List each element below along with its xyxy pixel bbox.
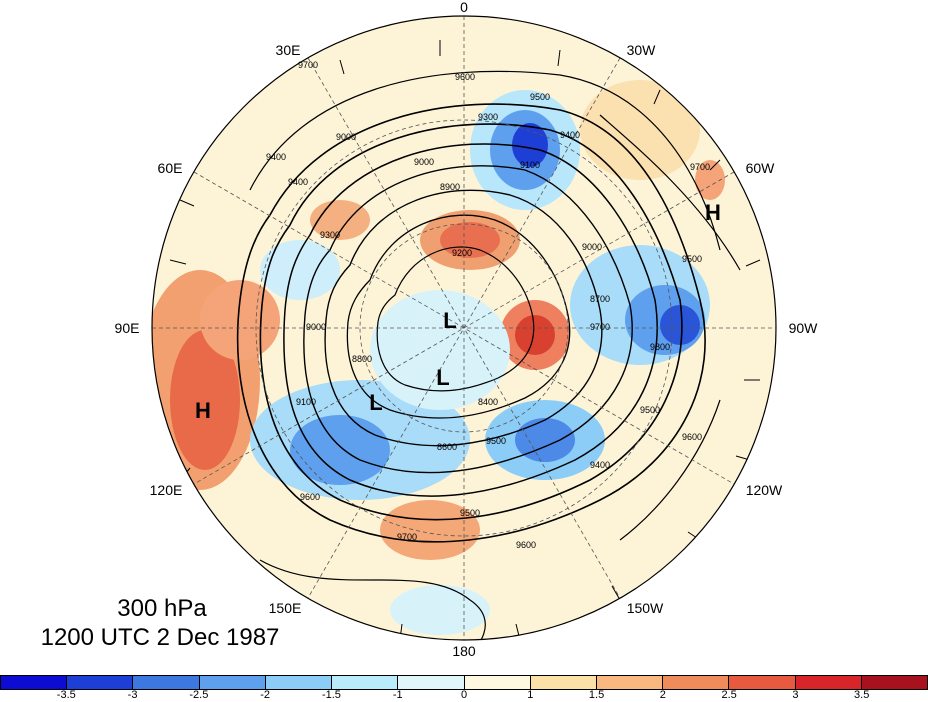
colorbar-tick-label: -2 (260, 689, 271, 701)
colorbar-tick-label: -2.5 (189, 689, 209, 701)
contour-label: 9700 (298, 60, 318, 70)
contour-label: 9600 (516, 540, 536, 550)
low-center-label: L (369, 390, 382, 415)
colorbar-tick-label: 1 (527, 689, 534, 701)
map-field (152, 16, 776, 640)
contour-label: 9200 (452, 248, 472, 258)
lon-label-30e: 30E (276, 42, 301, 58)
contour-label: 8700 (590, 294, 610, 304)
lon-label-150e: 150E (269, 600, 302, 616)
contour-label: 9800 (650, 342, 670, 352)
low-center-label: L (443, 308, 456, 333)
contour-label: 9500 (530, 92, 550, 102)
contour-label: 9000 (306, 322, 326, 332)
lon-label-90e: 90E (115, 320, 140, 336)
colorbar-segment (861, 676, 928, 689)
lon-label-90w: 90W (789, 320, 819, 336)
map-boundary (151, 15, 777, 641)
colorbar-tick-label: 2.5 (721, 689, 737, 701)
contour-label: 9100 (296, 397, 316, 407)
contour-label: 9000 (414, 157, 434, 167)
contour-label: 9700 (397, 532, 417, 542)
colorbar-segment (199, 676, 266, 689)
colorbar-segment (663, 676, 730, 689)
colorbar-tick-label: -3.5 (56, 689, 76, 701)
contour-label: 9400 (266, 152, 286, 162)
colorbar-segment (596, 676, 664, 689)
valid-time-title: 1200 UTC 2 Dec 1987 (40, 624, 280, 651)
contour-label: 9400 (590, 460, 610, 470)
contour-label: 8400 (478, 397, 498, 407)
height-contours (236, 70, 741, 640)
colorbar-segment (133, 676, 200, 689)
colorbar-segment (464, 676, 531, 689)
contour-label: 9500 (640, 405, 660, 415)
colorbar-tick-label: 1.5 (588, 689, 605, 701)
contour-label: 9700 (690, 162, 710, 172)
contour-label: 8900 (440, 182, 460, 192)
contour-label: 9400 (288, 177, 308, 187)
contour-label: 9500 (460, 508, 480, 518)
lon-label-150w: 150W (627, 600, 664, 616)
contour-labels: 9700 9600 9500 9400 9300 9100 9000 8900 … (266, 60, 710, 550)
contour-label: 8800 (352, 354, 372, 364)
colorbar-segment (795, 676, 862, 689)
high-center-label: H (705, 200, 721, 225)
contour-label: 9000 (336, 132, 356, 142)
pressure-level-title: 300 hPa (117, 595, 207, 622)
contour-label: 9400 (560, 130, 580, 140)
colorbar-tick-label: 3 (792, 689, 799, 701)
lon-label-60w: 60W (746, 160, 776, 176)
lon-label-180: 180 (452, 643, 476, 659)
lon-label-120w: 120W (746, 482, 783, 498)
colorbar-segment (265, 676, 333, 689)
pressure-centers: H H L L L (195, 200, 721, 423)
contour-label: 9600 (455, 72, 475, 82)
colorbar-segment (530, 676, 597, 689)
colorbar-segment (332, 676, 399, 689)
colorbar-segment (1, 676, 68, 689)
colorbar-tick-label: 0 (460, 689, 468, 701)
colorbar-segment (398, 676, 465, 689)
contour-label: 8600 (437, 442, 457, 452)
contour-label: 9000 (582, 242, 602, 252)
colorbar-tick-label: 2 (659, 689, 666, 701)
colorbar-segment (67, 676, 134, 689)
lon-label-60e: 60E (158, 160, 183, 176)
contour-label: 9500 (682, 254, 702, 264)
contour-label: 9300 (478, 112, 498, 122)
colorbar-tick-labels: -3.5 -3 -2.5 -2 -1.5 -1 0 1 1.5 2 2.5 3 3.5 (0, 689, 928, 702)
colorbar-tick-label: -1.5 (321, 689, 341, 701)
anomaly-shading (152, 80, 725, 635)
lon-label-0: 0 (460, 0, 468, 15)
contour-label: 9600 (682, 432, 702, 442)
colorbar-segment (729, 676, 796, 689)
colorbar (0, 675, 928, 690)
contour-label: 9300 (320, 230, 340, 240)
lon-label-120e: 120E (150, 482, 183, 498)
colorbar-tick-label: 3.5 (854, 689, 870, 701)
contour-label: 9600 (300, 492, 320, 502)
longitude-labels: 0 30W 60W 90W 120W 150W 180 150E 120E 90… (115, 0, 819, 659)
graticule (152, 16, 776, 640)
colorbar-tick-label: -3 (127, 689, 138, 701)
colorbar-tick-label: -1 (392, 689, 403, 701)
contour-label: 9700 (590, 322, 610, 332)
contour-label: 9500 (486, 436, 506, 446)
lon-label-30w: 30W (627, 42, 657, 58)
contour-label: 9100 (520, 160, 540, 170)
low-center-label: L (436, 365, 449, 390)
high-center-label: H (195, 398, 211, 423)
